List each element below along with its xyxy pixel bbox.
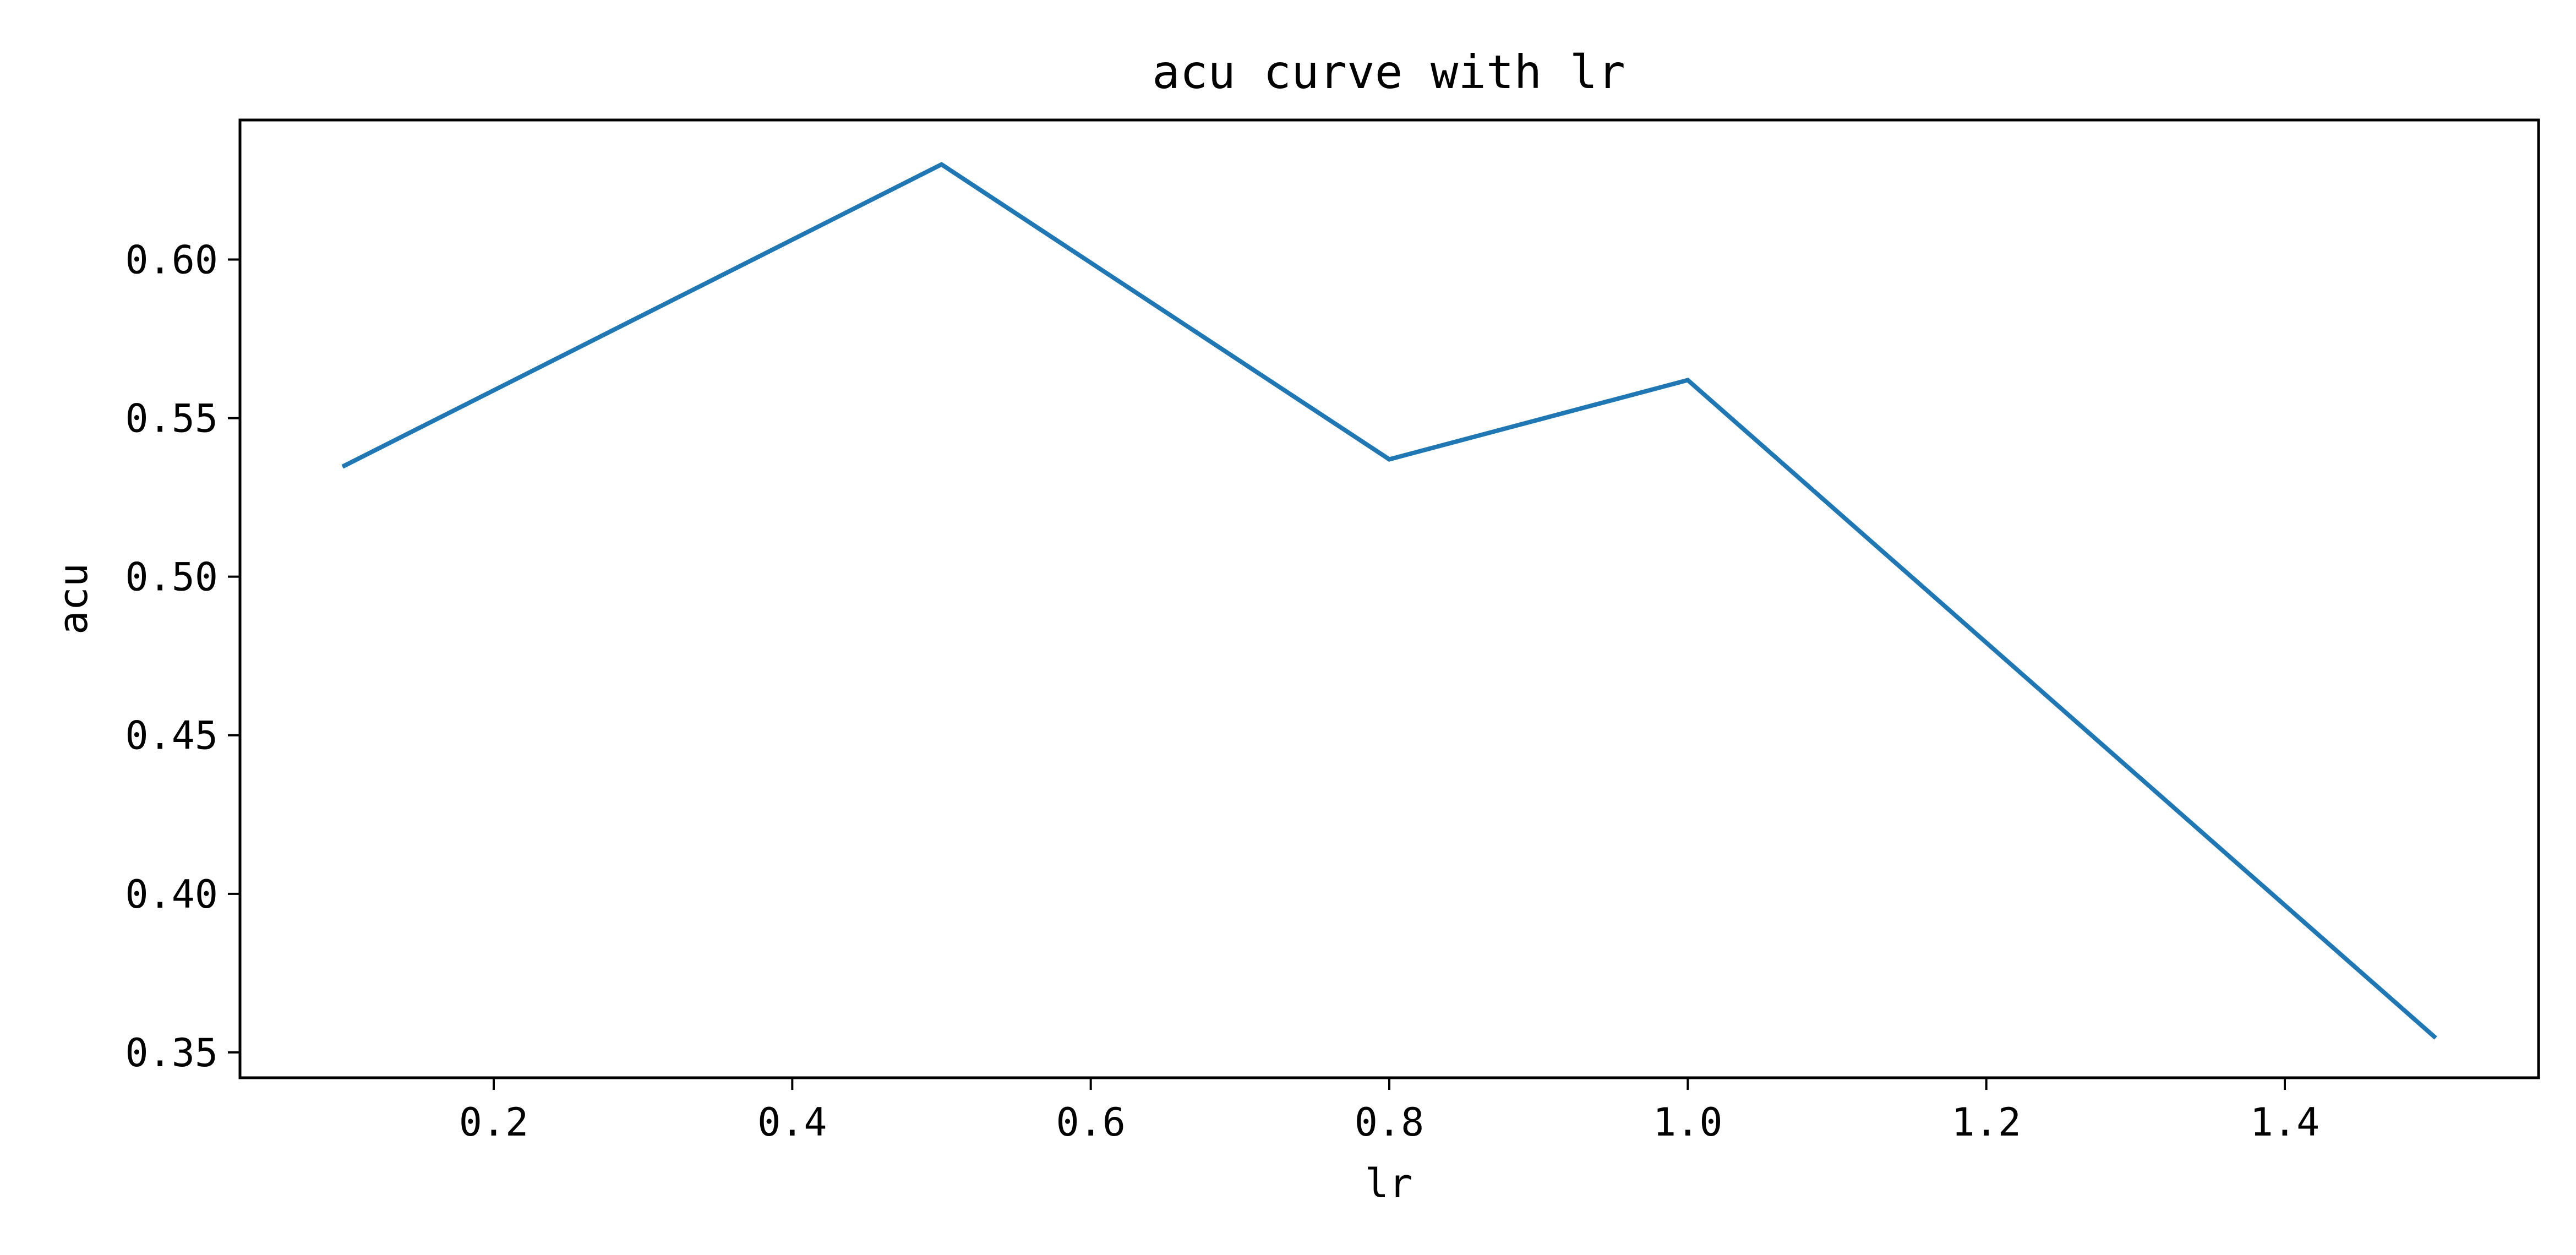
y-tick-label: 0.60 bbox=[125, 238, 218, 283]
y-tick-label: 0.55 bbox=[125, 396, 218, 441]
y-axis-label: acu bbox=[50, 563, 96, 635]
x-tick-label: 0.6 bbox=[1056, 1100, 1125, 1145]
y-tick-label: 0.35 bbox=[125, 1030, 218, 1076]
x-tick-label: 1.0 bbox=[1653, 1100, 1722, 1145]
series-line bbox=[341, 162, 2437, 1040]
y-tick-label: 0.45 bbox=[125, 713, 218, 759]
x-tick-label: 1.2 bbox=[1951, 1100, 2021, 1145]
x-tick-label: 0.2 bbox=[459, 1100, 528, 1145]
y-tick-label: 0.40 bbox=[125, 872, 218, 917]
y-axis: 0.35 0.40 0.45 0.50 0.55 0.60 bbox=[125, 238, 240, 1076]
x-tick-label: 0.8 bbox=[1355, 1100, 1424, 1145]
x-axis-label: lr bbox=[1365, 1160, 1413, 1207]
chart-title: acu curve with lr bbox=[1152, 45, 1625, 99]
series-group bbox=[341, 162, 2437, 1040]
x-tick-label: 1.4 bbox=[2250, 1100, 2320, 1145]
x-axis: 0.2 0.4 0.6 0.8 1.0 1.2 1.4 bbox=[459, 1078, 2320, 1145]
plot-frame bbox=[238, 118, 2540, 1079]
x-tick-label: 0.4 bbox=[757, 1100, 827, 1145]
y-tick-label: 0.50 bbox=[125, 555, 218, 600]
